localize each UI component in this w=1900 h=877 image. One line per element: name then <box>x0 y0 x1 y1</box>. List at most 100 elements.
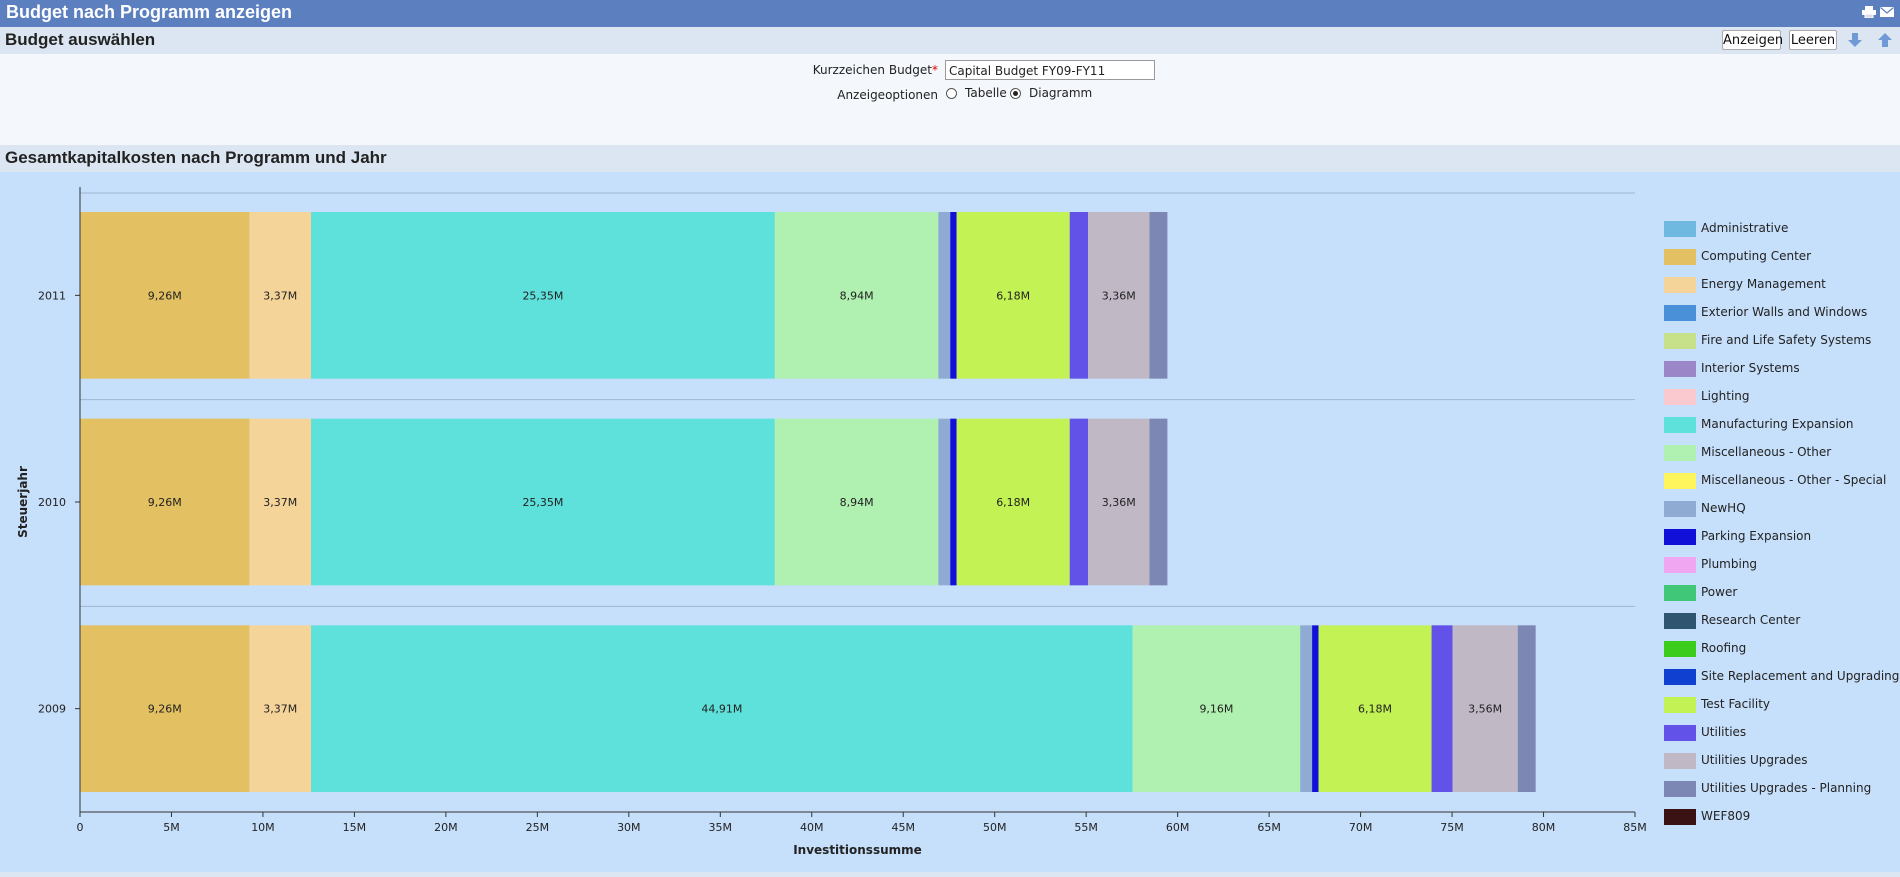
legend-item: Miscellaneous - Other - Special <box>1664 472 1900 490</box>
x-tick-label: 60M <box>1166 821 1190 834</box>
bar-segment <box>1431 625 1453 792</box>
bar-segment <box>774 418 939 586</box>
x-tick-label: 15M <box>343 821 367 834</box>
required-mark: * <box>932 63 938 77</box>
table-radio-label: Tabelle <box>965 86 1007 100</box>
legend-label: Research Center <box>1701 613 1801 627</box>
legend-swatch <box>1664 753 1696 769</box>
data-label: 9,26M <box>148 289 182 302</box>
bar-segment <box>1452 625 1518 792</box>
legend-label: Roofing <box>1701 641 1747 655</box>
data-label: 6,18M <box>996 496 1030 509</box>
x-tick-label: 40M <box>800 821 824 834</box>
legend-swatch <box>1664 781 1696 797</box>
data-label: 6,18M <box>996 289 1030 302</box>
data-label: 6,18M <box>1358 703 1392 716</box>
legend-swatch <box>1664 249 1696 265</box>
x-tick-label: 0 <box>77 821 84 834</box>
legend-item: Lighting <box>1664 388 1900 406</box>
chart-radio[interactable] <box>1010 88 1021 99</box>
legend-swatch <box>1664 641 1696 657</box>
email-icon[interactable] <box>1880 6 1894 18</box>
legend-item: Energy Management <box>1664 276 1900 294</box>
x-tick-label: 85M <box>1623 821 1647 834</box>
stacked-bar-chart: 9,26M 3,37M 25,35M 8,94M 6,18M 3,36M 2011 9,26M… <box>16 187 1647 857</box>
legend-swatch <box>1664 529 1696 545</box>
legend-label: Utilities Upgrades <box>1701 753 1808 767</box>
window-title: Budget nach Programm anzeigen <box>6 2 293 22</box>
legend-label: Utilities Upgrades - Planning <box>1701 781 1872 795</box>
legend-label: Site Replacement and Upgrading <box>1701 669 1900 683</box>
legend-swatch <box>1664 697 1696 713</box>
data-label: 3,56M <box>1468 703 1502 716</box>
data-label: 9,26M <box>148 703 182 716</box>
data-label: 8,94M <box>840 289 874 302</box>
select-section-title: Budget auswählen <box>5 30 156 49</box>
data-label: 3,36M <box>1102 496 1136 509</box>
legend-item: Exterior Walls and Windows <box>1664 304 1900 322</box>
x-tick-label: 5M <box>163 821 180 834</box>
legend-swatch <box>1664 473 1696 489</box>
legend-item: Roofing <box>1664 640 1900 658</box>
x-tick-label: 65M <box>1257 821 1281 834</box>
chart-radio-label: Diagramm <box>1029 86 1093 100</box>
data-label: 3,37M <box>263 289 297 302</box>
clear-button[interactable]: Leeren <box>1789 30 1837 50</box>
legend-swatch <box>1664 221 1696 237</box>
legend-swatch <box>1664 389 1696 405</box>
select-section-header: Budget auswählen <box>0 27 1900 54</box>
budget-code-label: Kurzzeichen Budget* <box>812 63 938 77</box>
data-label: 25,35M <box>522 289 563 302</box>
x-tick-label: 10M <box>251 821 275 834</box>
bar-segment <box>80 625 250 792</box>
x-tick-label: 70M <box>1349 821 1373 834</box>
data-label: 3,37M <box>263 703 297 716</box>
bar-segment <box>1088 418 1150 586</box>
x-tick-label: 50M <box>983 821 1007 834</box>
bar-segment <box>1517 625 1536 792</box>
bar-segment <box>1088 212 1150 379</box>
chart-section-header: Gesamtkapitalkosten nach Programm und Ja… <box>0 145 1900 172</box>
y-tick-label: 2009 <box>38 703 66 716</box>
x-tick-label: 25M <box>526 821 550 834</box>
bottom-border <box>0 872 1900 877</box>
x-tick-label: 75M <box>1440 821 1464 834</box>
bar-segment <box>956 212 1070 379</box>
legend-label: Energy Management <box>1701 277 1826 291</box>
legend-label: Fire and Life Safety Systems <box>1701 333 1872 347</box>
x-tick-label: 45M <box>891 821 915 834</box>
data-label: 9,26M <box>148 496 182 509</box>
print-icon[interactable] <box>1862 6 1876 18</box>
bar-segment <box>311 418 775 586</box>
legend-label: WEF809 <box>1701 809 1751 823</box>
legend-item: Computing Center <box>1664 248 1900 266</box>
legend-item: Test Facility <box>1664 696 1900 714</box>
legend-item: Fire and Life Safety Systems <box>1664 332 1900 350</box>
legend-label: Utilities <box>1701 725 1747 739</box>
budget-code-input[interactable]: Capital Budget FY09-FY11 <box>945 60 1155 80</box>
data-label: 3,36M <box>1102 289 1136 302</box>
display-options-label: Anzeigeoptionen <box>837 88 938 102</box>
legend-label: Plumbing <box>1701 557 1758 571</box>
bar-segment <box>938 418 951 586</box>
x-tick-label: 80M <box>1532 821 1556 834</box>
legend-label: Test Facility <box>1701 697 1771 711</box>
bar-segment <box>956 418 1070 586</box>
table-radio[interactable] <box>946 88 957 99</box>
x-tick-label: 30M <box>617 821 641 834</box>
legend-swatch <box>1664 333 1696 349</box>
bar-segment <box>311 625 1133 792</box>
arrow-down-icon[interactable] <box>1848 32 1862 48</box>
show-button[interactable]: Anzeigen <box>1722 30 1783 50</box>
legend-item: Power <box>1664 584 1900 602</box>
legend-item: Site Replacement and Upgrading <box>1664 668 1900 686</box>
data-label: 8,94M <box>840 496 874 509</box>
legend-label: Computing Center <box>1701 249 1812 263</box>
arrow-up-icon[interactable] <box>1878 32 1892 48</box>
legend-item: Plumbing <box>1664 556 1900 574</box>
bar-segment <box>311 212 775 379</box>
legend-item: Parking Expansion <box>1664 528 1900 546</box>
bar-segment <box>774 212 939 379</box>
data-label: 3,37M <box>263 496 297 509</box>
legend-item: Miscellaneous - Other <box>1664 444 1900 462</box>
